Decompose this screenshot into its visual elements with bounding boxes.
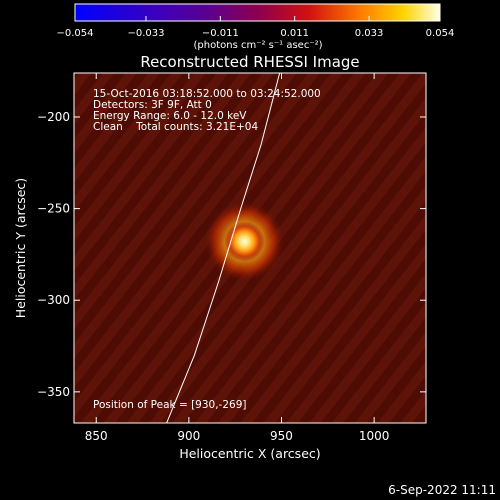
peak-position-label: Position of Peak = [930,-269] bbox=[93, 399, 247, 411]
annotation-energy-range: Energy Range: 6.0 - 12.0 keV bbox=[93, 110, 247, 122]
flare-source bbox=[224, 221, 265, 262]
annotation-detectors: Detectors: 3F 9F, Att 0 bbox=[93, 99, 212, 111]
x-tick-label: 950 bbox=[270, 429, 293, 443]
y-tick-label: −250 bbox=[37, 202, 70, 216]
y-tick-label: −200 bbox=[37, 110, 70, 124]
x-tick-label: 850 bbox=[85, 429, 108, 443]
x-tick-label: 900 bbox=[177, 429, 200, 443]
solar-limb bbox=[166, 73, 281, 423]
y-axis-label: Heliocentric Y (arcsec) bbox=[13, 178, 28, 318]
colorbar-tick-label: −0.033 bbox=[127, 28, 164, 39]
colorbar-tick-label: 0.054 bbox=[426, 28, 455, 39]
annotation-clean-counts: Clean Total counts: 3.21E+04 bbox=[93, 121, 258, 133]
y-axis-ticks: −200 −250 −300 −350 bbox=[37, 110, 426, 399]
chart-title: Reconstructed RHESSI Image bbox=[140, 53, 359, 71]
colorbar-tick-label: −0.011 bbox=[202, 28, 239, 39]
annotation-time-range: 15-Oct-2016 03:18:52.000 to 03:24:52.000 bbox=[93, 88, 321, 100]
colorbar-ticks: −0.054 −0.033 −0.011 0.011 0.033 0.054 bbox=[56, 16, 454, 39]
footer-date: 6-Sep-2022 11:11 bbox=[388, 483, 496, 497]
colorbar bbox=[74, 3, 441, 22]
plot-frame bbox=[73, 72, 427, 424]
y-tick-label: −300 bbox=[37, 293, 70, 307]
image-area bbox=[74, 73, 426, 423]
colorbar-tick-label: 0.033 bbox=[355, 28, 384, 39]
x-tick-label: 1000 bbox=[359, 429, 390, 443]
x-axis-ticks: 850 900 950 1000 bbox=[85, 73, 390, 443]
colorbar-unit-label: (photons cm⁻² s⁻¹ asec⁻²) bbox=[193, 40, 322, 51]
x-axis-label: Heliocentric X (arcsec) bbox=[179, 446, 320, 461]
colorbar-tick-label: −0.054 bbox=[56, 28, 93, 39]
colorbar-tick-label: 0.011 bbox=[280, 28, 309, 39]
y-tick-label: −350 bbox=[37, 385, 70, 399]
